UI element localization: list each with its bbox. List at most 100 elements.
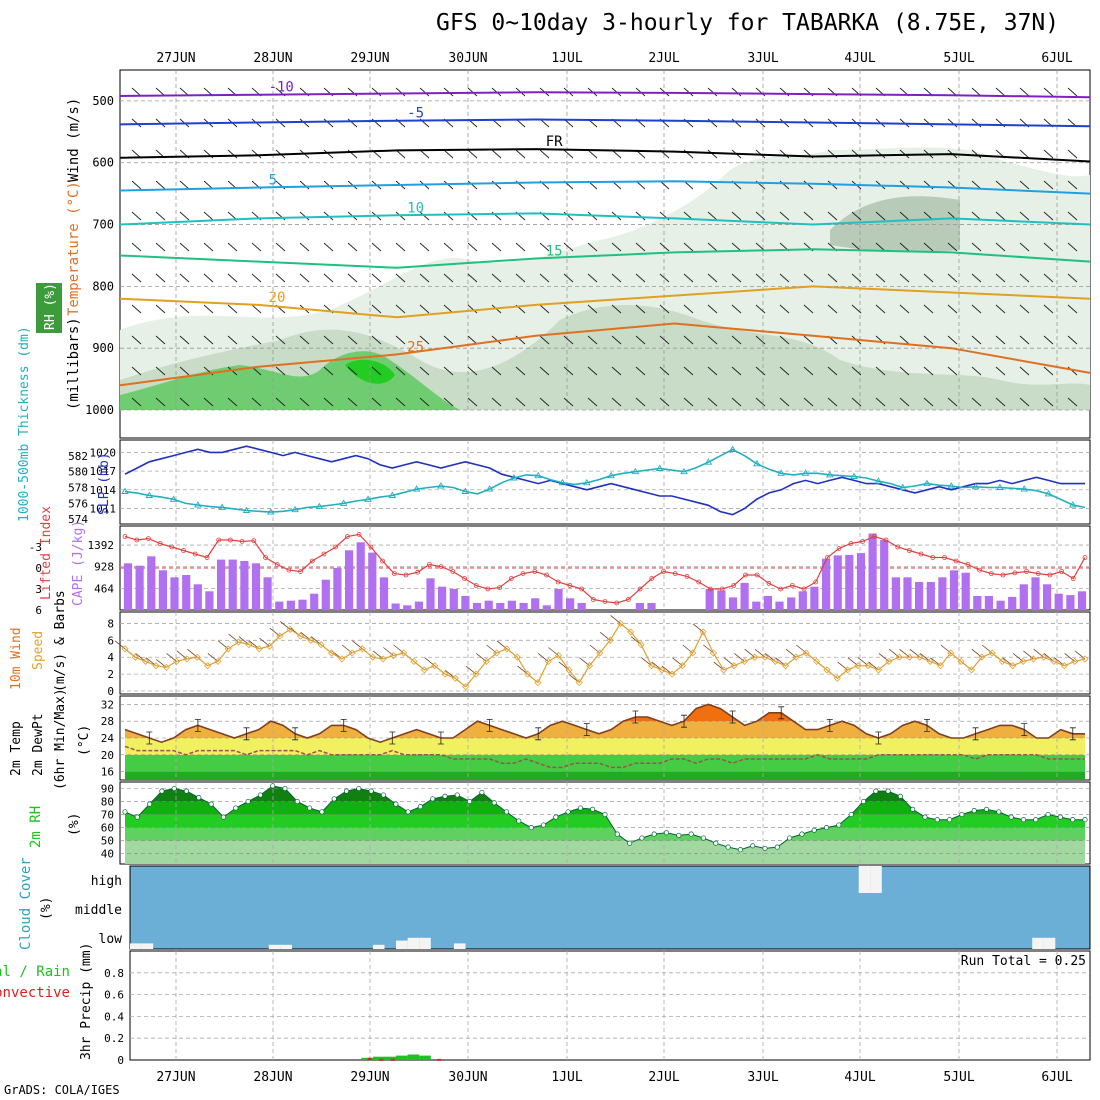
li-marker [965, 562, 971, 567]
rh-marker [700, 835, 707, 841]
cloud-bar-low [453, 943, 466, 949]
wind-barb [707, 211, 718, 221]
wind-barb [995, 211, 1006, 221]
thickness-marker [437, 482, 445, 489]
wind-barb [755, 397, 766, 407]
cape-bar [996, 600, 1005, 610]
wind-barb [251, 273, 262, 283]
li-marker [391, 571, 397, 576]
wind-barb [203, 242, 214, 252]
li-marker [731, 583, 737, 588]
wind-barb [1019, 180, 1030, 190]
cape-bar [891, 577, 900, 610]
slp-tick-label: 1011 [90, 502, 117, 515]
cape-bar [345, 550, 354, 610]
li-marker [602, 599, 608, 604]
li-marker [333, 544, 339, 550]
wind-barb [683, 366, 694, 376]
wind-barb [179, 335, 190, 345]
wind-barb [251, 335, 262, 345]
wind-barb [419, 273, 430, 283]
cape-bar [1043, 584, 1052, 610]
temp-errorbar [632, 710, 639, 724]
li-marker [497, 585, 503, 590]
cape-bar [531, 598, 540, 610]
precip-bar [437, 1058, 442, 1061]
cape-bar [961, 572, 970, 610]
rh-marker [368, 788, 374, 794]
rh-marker [663, 830, 670, 836]
thickness-marker [145, 491, 154, 498]
wind-barb [947, 335, 958, 345]
wind-barb [443, 397, 454, 407]
date-label-bottom: 27JUN [156, 1070, 195, 1085]
thickness-tick-label: 582 [68, 450, 88, 463]
li-marker [988, 571, 994, 576]
thickness-marker [412, 485, 421, 492]
wind-speed-marker [668, 670, 676, 678]
wind-barb [539, 366, 550, 376]
wind-barb [779, 273, 790, 283]
cape-bar [717, 590, 726, 610]
cloud-ylabel-unit: (%) [39, 897, 54, 920]
rh-marker [811, 827, 817, 833]
rh-legend-swatch [36, 283, 62, 333]
series-line-lifted-index [124, 533, 1086, 604]
wind-barb [995, 335, 1006, 345]
wind-barb [731, 304, 742, 314]
wind-barb [131, 304, 142, 314]
rh-marker [676, 832, 682, 838]
cape-bar [438, 586, 447, 610]
cape-bar [577, 603, 586, 610]
li-marker [204, 555, 210, 560]
rh-marker [1057, 814, 1063, 820]
temp-ylabel-d: (°C) [77, 725, 92, 756]
wind-barb [467, 397, 478, 407]
wind-speed-marker [286, 625, 294, 633]
thickness-marker [923, 479, 931, 487]
rh-legend-label: RH (%) [43, 283, 58, 330]
wind-barb [155, 180, 166, 190]
wind-barb [131, 366, 142, 376]
cape-bar [787, 597, 796, 610]
wind-barb [131, 335, 142, 345]
cape-bar [845, 554, 854, 610]
rh-marker [405, 809, 411, 815]
pressure-tick-label: 800 [92, 279, 114, 293]
rh-marker [503, 809, 510, 815]
thickness-ylabel: 1000-500mb Thickness (dm) [17, 326, 32, 522]
wind-speed-marker [647, 662, 656, 670]
rh-tick-label: 80 [101, 796, 114, 809]
wind-barb [707, 366, 718, 376]
wind-speed-marker [575, 679, 583, 687]
wind-barb [419, 335, 430, 345]
wind-barb [299, 211, 310, 221]
series-line-2m-temp [124, 703, 1085, 744]
wind-barb [467, 366, 478, 376]
thickness-marker [339, 499, 348, 506]
li-marker [825, 555, 830, 560]
wind-barb [1043, 180, 1054, 190]
temp-errorbar [924, 719, 930, 732]
wind-barb [923, 242, 934, 252]
cape-bar [973, 596, 982, 610]
wind-barb [323, 366, 334, 376]
thickness-marker [267, 508, 275, 515]
wind-speed-marker [224, 645, 232, 653]
temp-errorbar [1069, 727, 1076, 741]
wind-barb [491, 149, 502, 159]
thickness-marker [850, 472, 858, 479]
wind-barb [1067, 211, 1078, 221]
rh-band [125, 827, 1085, 841]
wind-speed-marker [389, 651, 397, 660]
li-marker [169, 544, 175, 550]
wind-barb [179, 304, 190, 314]
wind-tick-label: 8 [107, 617, 114, 630]
wind-barb [995, 87, 1006, 97]
wind-barb [923, 397, 934, 407]
cape-bar [1077, 591, 1087, 610]
wind-barb [563, 273, 574, 283]
cape-bar [391, 603, 400, 610]
wind-speed-marker [823, 666, 831, 674]
wind-speed-marker [482, 657, 490, 665]
